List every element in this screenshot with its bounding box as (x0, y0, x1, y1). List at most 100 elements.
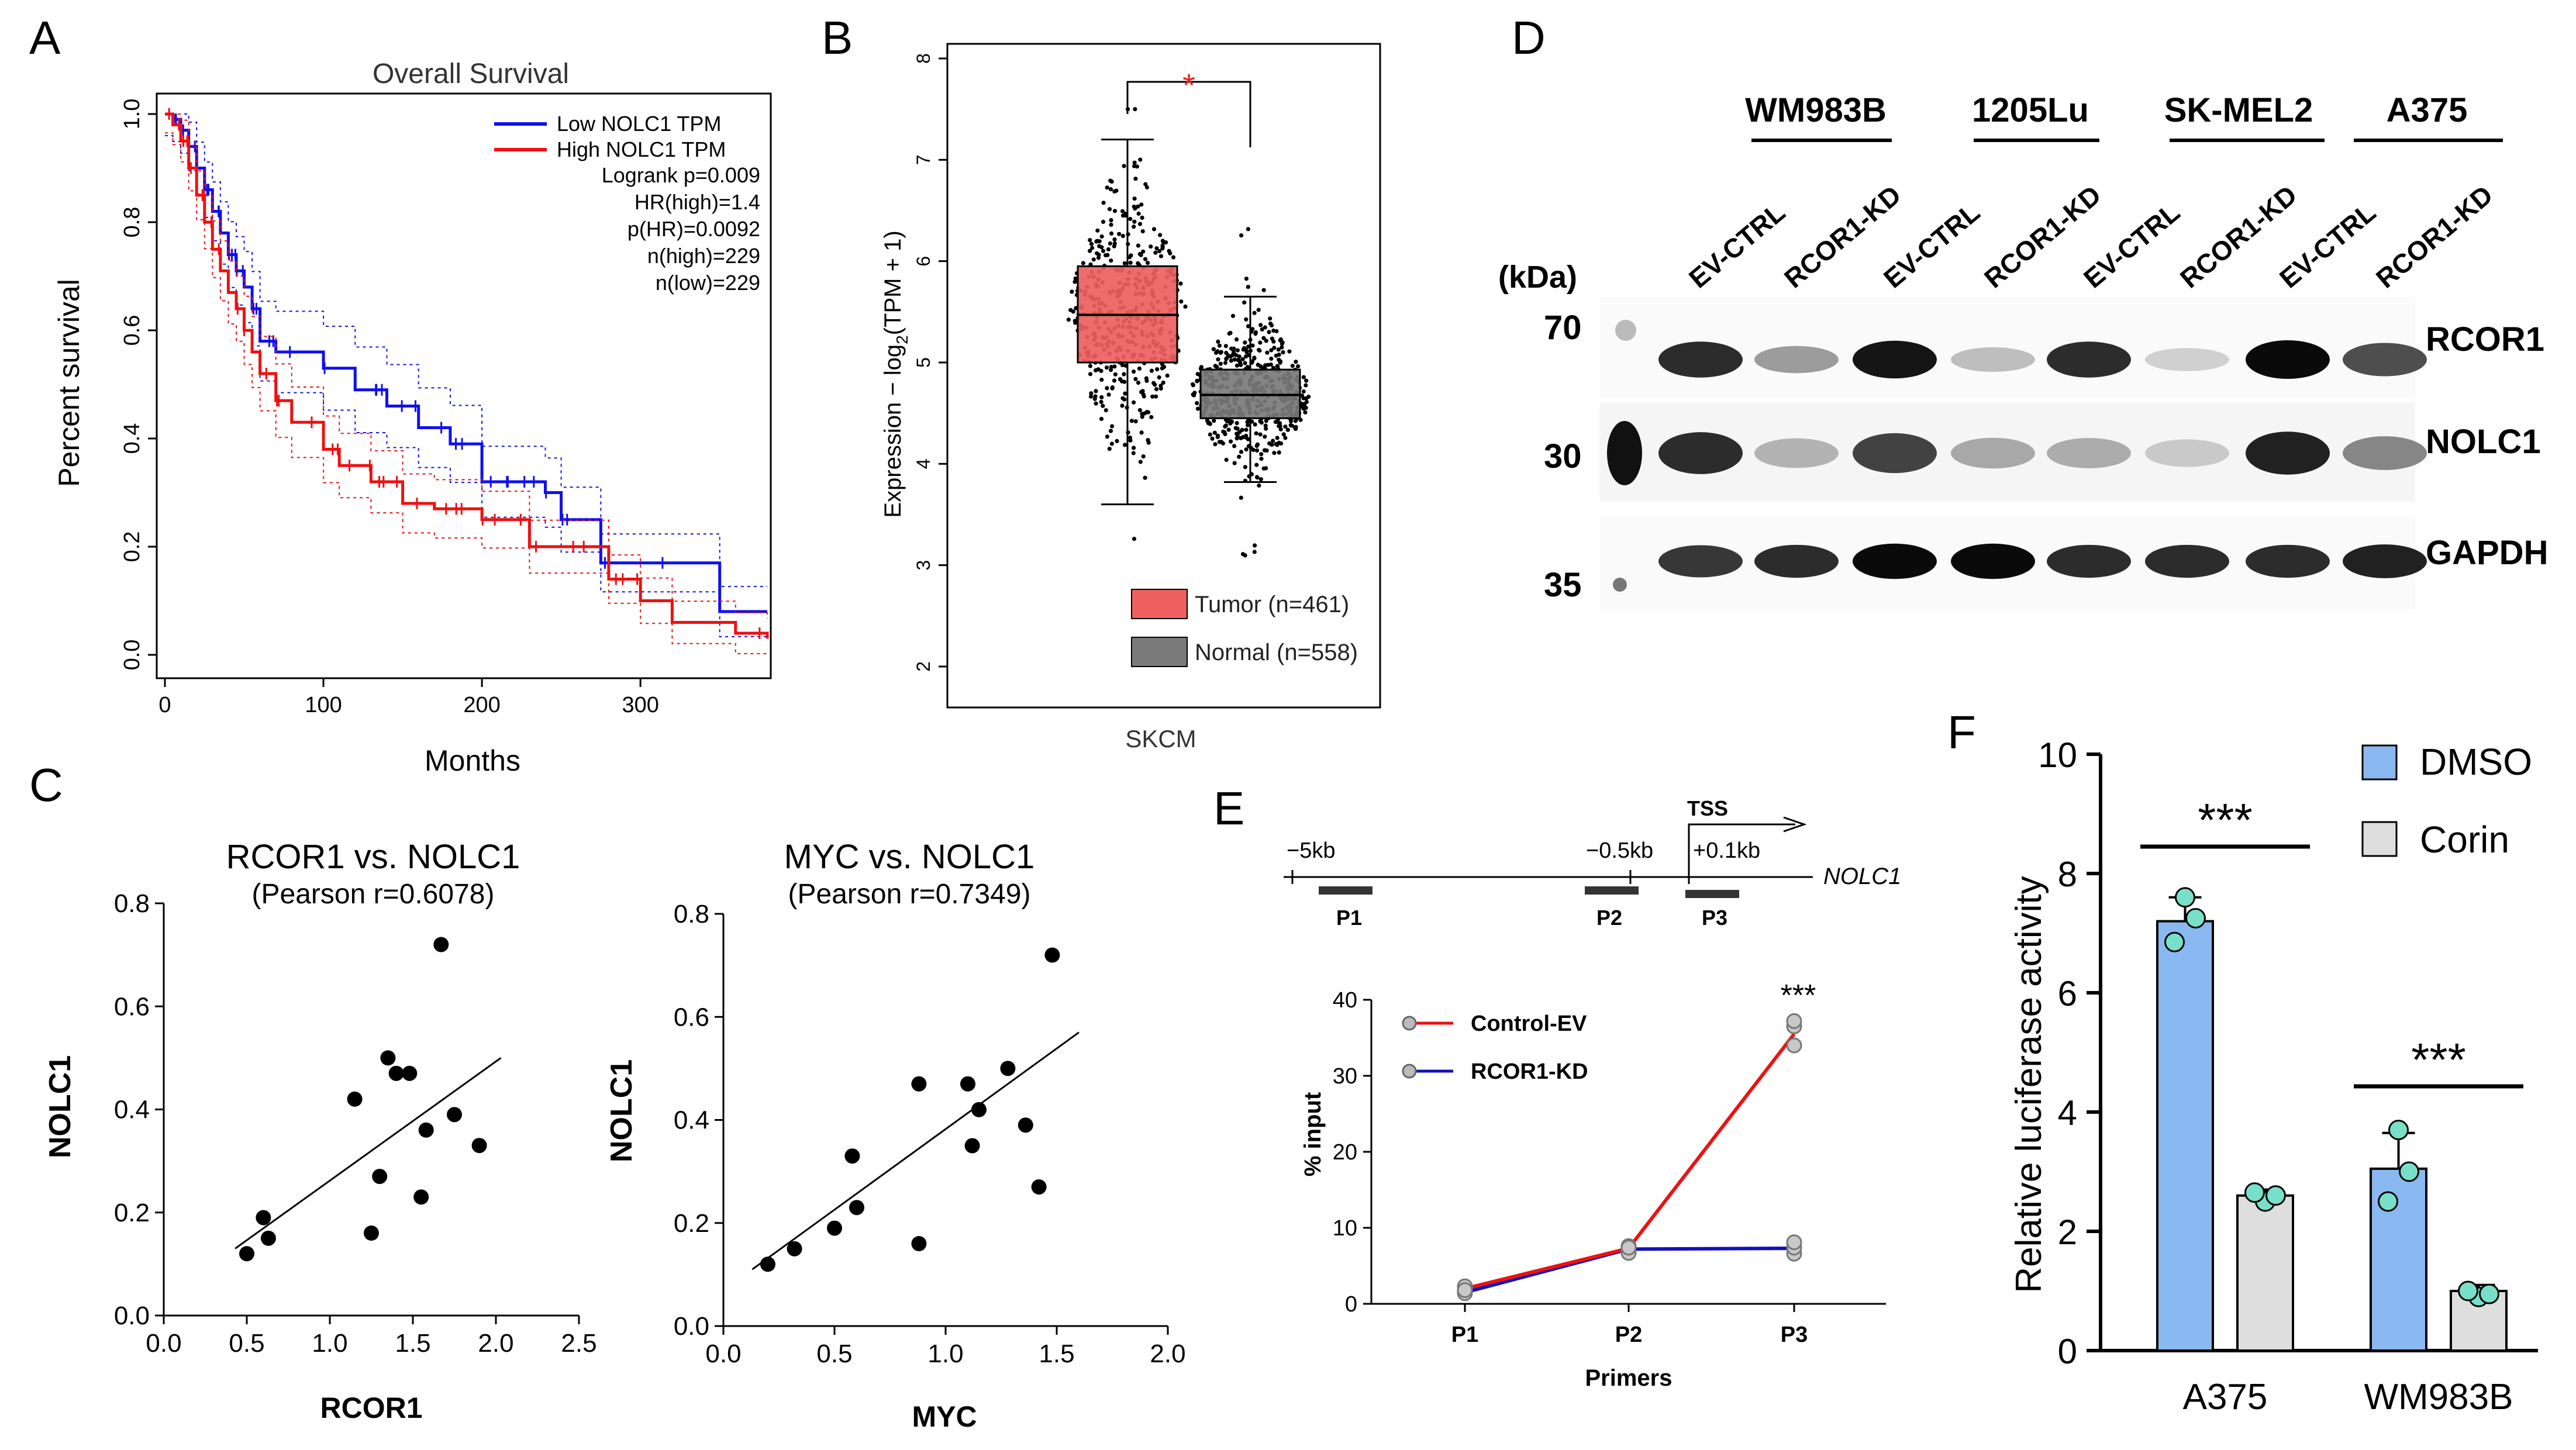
b-data-point (1232, 444, 1237, 448)
b-data-point (1223, 360, 1228, 365)
b-data-point (1271, 339, 1276, 344)
c-data-point (402, 1065, 418, 1081)
b-data-point (1109, 231, 1114, 236)
b-data-point (1245, 420, 1250, 424)
e-primer-bar-p3 (1685, 890, 1739, 898)
f-data-point (2399, 1161, 2419, 1182)
d-band-gapdh (1754, 544, 1839, 578)
b-data-point (1092, 396, 1097, 401)
b-data-point (1195, 401, 1199, 406)
b-data-point (1118, 377, 1122, 382)
b-data-point (1167, 248, 1171, 253)
d-band-gapdh (1951, 543, 2035, 579)
a-legend: Low NOLC1 TPM High NOLC1 TPM Logrank p=0… (494, 112, 760, 295)
b-data-point (1239, 495, 1243, 500)
b-data-point (1096, 256, 1101, 260)
b-data-point (1158, 233, 1163, 237)
b-data-point (1237, 354, 1242, 359)
d-marker-blob-30 (1607, 421, 1642, 485)
c-regression-line (235, 1057, 502, 1249)
d-band-rcor1 (1754, 346, 1839, 374)
b-data-point (1105, 185, 1109, 190)
b-data-point (1304, 378, 1309, 383)
b-data-point (1268, 321, 1273, 326)
f-data-point (2458, 1280, 2478, 1301)
d-band-gapdh (1853, 543, 1937, 579)
b-data-point (1088, 238, 1092, 243)
c-x-tick-label: 1.5 (1039, 1339, 1074, 1368)
b-data-point (1289, 423, 1295, 428)
b-data-point (1140, 215, 1144, 220)
b-data-point (1088, 364, 1092, 368)
a-plot-frame (156, 92, 772, 679)
b-data-point (1132, 196, 1137, 201)
e-legend-kd-marker (1402, 1064, 1417, 1079)
b-y-tick-label: 5 (913, 357, 934, 368)
c2-title: MYC vs. NOLC1 (784, 838, 1035, 876)
d-lane-label: EV-CTRL (1683, 196, 1791, 294)
b-data-point (1279, 441, 1284, 446)
b-data-point (1073, 276, 1078, 281)
d-cell-line-a375: A375 (2387, 91, 2468, 129)
c-x-tick-label: 2.0 (478, 1329, 513, 1358)
b-y-tick-label: 2 (913, 661, 934, 672)
b-data-point (1212, 419, 1216, 423)
c-x-tick-label: 0.0 (146, 1329, 181, 1358)
b-data-point (1294, 360, 1298, 364)
f-y-tick-label: 2 (2058, 1213, 2077, 1252)
b-data-point (1280, 345, 1284, 350)
panel-c-scatter-myc: MYC vs. NOLC1 (Pearson r=0.7349) NOLC1 M… (605, 838, 1186, 1433)
b-data-point (1258, 432, 1263, 437)
b-data-point (1268, 316, 1273, 321)
b-data-point (1258, 340, 1263, 345)
e-y-tick-label: 10 (1333, 1216, 1357, 1241)
d-band-rcor1 (2246, 340, 2330, 379)
a-chart-title: Overall Survival (373, 58, 569, 89)
e-y-axis-label: % input (1300, 1092, 1326, 1176)
b-data-point (1191, 392, 1195, 397)
c-data-point (1031, 1179, 1047, 1195)
c-data-point (760, 1256, 775, 1272)
c1-y-axis-label: NOLC1 (43, 1055, 77, 1158)
b-data-point (1109, 368, 1113, 372)
f-data-point (2164, 931, 2185, 952)
f-legend-dmso-swatch (2361, 744, 2398, 781)
b-data-point (1301, 396, 1306, 401)
c-data-point (239, 1246, 254, 1262)
e-primer-bar-p2 (1585, 886, 1639, 895)
b-data-point (1141, 454, 1146, 459)
e-primer-label-p1: P1 (1336, 906, 1362, 930)
b-data-point (1264, 426, 1268, 431)
b-data-point (1252, 356, 1257, 361)
d-cell-line-1205lu: 1205Lu (1972, 91, 2089, 129)
b-data-point (1243, 340, 1247, 345)
b-plot-frame (946, 43, 1381, 709)
b-data-point (1274, 441, 1278, 447)
a-x-tick-label: 300 (622, 693, 658, 717)
b-data-point (1255, 442, 1260, 447)
b-data-point (1216, 357, 1220, 362)
d-band-nolc1 (1754, 438, 1839, 468)
b-data-point (1233, 426, 1238, 430)
e-tss-label: TSS (1687, 796, 1728, 820)
b-data-point (1133, 377, 1138, 381)
f-y-tick-label: 4 (2058, 1093, 2077, 1133)
b-data-point (1128, 438, 1133, 443)
b-data-point (1303, 383, 1308, 388)
b-data-point (1268, 362, 1273, 367)
b-data-point (1240, 357, 1245, 361)
b-data-point (1158, 254, 1164, 258)
b-data-point (1132, 219, 1137, 224)
b-data-point (1278, 427, 1283, 431)
b-data-point (1120, 403, 1125, 408)
b-data-point (1244, 447, 1249, 452)
b-data-point (1088, 248, 1092, 253)
b-data-point (1115, 439, 1119, 444)
b-data-point (1224, 351, 1229, 355)
b-data-point (1137, 408, 1142, 413)
b-data-point (1277, 357, 1281, 362)
c-data-point (447, 1107, 462, 1123)
b-data-point (1154, 246, 1159, 251)
b-data-point (1073, 319, 1077, 323)
e-legend-ctrl: Control-EV (1471, 1011, 1587, 1036)
